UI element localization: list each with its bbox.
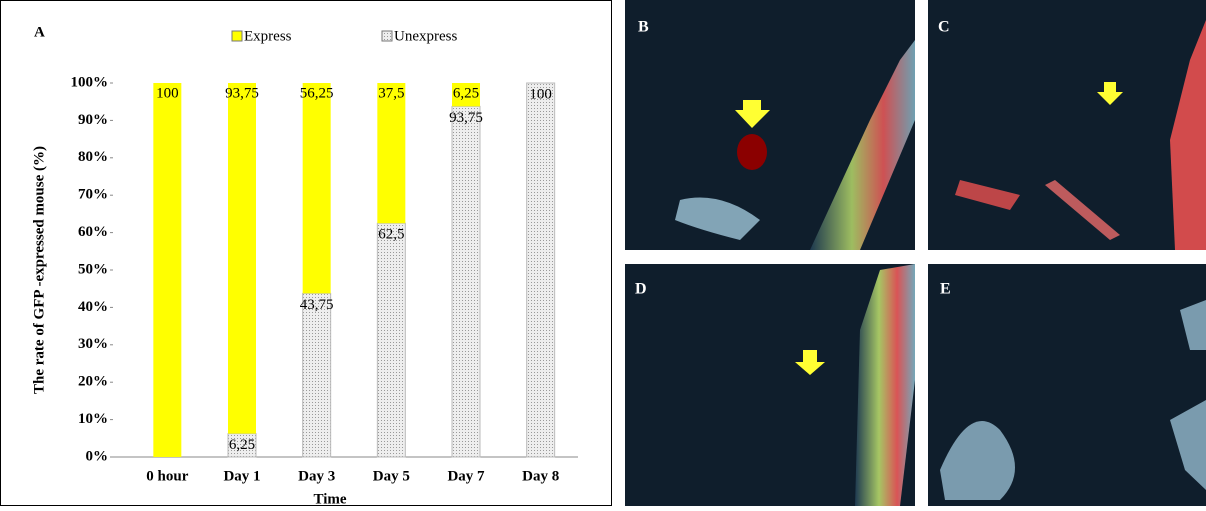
x-tick-label: 0 hour [146,468,188,484]
image-c: C [928,0,1206,250]
x-tick-label: Day 7 [447,468,485,484]
panel-label: E [940,281,951,298]
y-tick-label: 90% [78,112,108,128]
value-label: 93,75 [449,110,483,126]
legend-label: Express [244,28,292,44]
y-tick-label: 30% [78,336,108,352]
x-tick-label: Day 5 [373,468,410,484]
y-tick-label: 100% [71,74,109,90]
bar-segment [228,83,256,434]
x-axis-label: Time [313,491,346,506]
value-label: 6,25 [229,437,255,453]
panel-label: A [34,24,45,40]
bar-segment [526,82,556,458]
bar-segment [452,83,480,107]
image-d: D [625,264,915,506]
y-tick-label: 70% [78,187,108,203]
y-tick-label: 80% [78,149,108,165]
value-label: 6,25 [453,85,479,101]
image-b: B [625,0,915,250]
value-label: 100 [156,85,179,101]
y-tick-label: 20% [78,374,108,390]
value-label: 62,5 [378,227,404,243]
y-tick-label: 50% [78,261,108,277]
value-label: 37,5 [378,85,404,101]
legend-label: Unexpress [394,28,457,44]
value-label: 56,25 [300,85,334,101]
y-tick-label: 60% [78,224,108,240]
y-tick-label: 10% [78,411,108,427]
bar-segment [377,83,406,224]
y-tick-label: 0% [86,448,109,464]
legend-swatch [381,30,393,42]
bar-segment [376,222,406,458]
bar-segment [153,83,182,457]
y-tick-label: 40% [78,299,108,315]
bar-segment [302,292,332,458]
x-tick-label: Day 8 [522,468,559,484]
value-label: 93,75 [225,85,259,101]
x-tick-label: Day 1 [223,468,260,484]
value-label: 43,75 [300,297,334,313]
bar-segment [302,83,331,294]
panel-label: C [938,19,950,36]
legend-swatch [231,30,243,42]
panel-label: D [635,281,647,298]
x-tick-label: Day 3 [298,468,335,484]
image-e: E [928,264,1206,506]
bar-segment [451,105,481,458]
panel-label: B [638,19,649,36]
value-label: 100 [529,86,552,102]
y-axis-label: The rate of GFP -expressed mouse (%) [31,146,47,394]
